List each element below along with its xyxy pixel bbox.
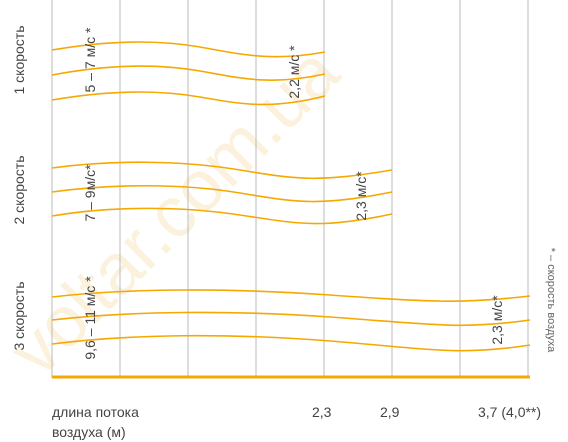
- footnote: * – скорость воздуха: [545, 248, 557, 353]
- x-tick-label: 2,3: [312, 404, 332, 420]
- flow-lines-row-2: [51, 161, 393, 225]
- speed-label-3: 9,6 – 11 м/с *: [82, 276, 98, 360]
- row-label-1: 1 скорость: [11, 25, 27, 94]
- flow-line: [51, 184, 393, 203]
- speed-label-2: 7 – 9м/с*: [82, 164, 98, 222]
- flow-line: [51, 161, 393, 180]
- row-label-2: 2 скорость: [11, 155, 27, 224]
- flow-line: [51, 65, 326, 81]
- grid: [51, 0, 529, 378]
- row-label-3: 3 скорость: [11, 281, 27, 350]
- flow-line: [51, 91, 326, 106]
- x-tick-label: 3,7 (4,0**): [478, 404, 542, 420]
- flow-line: [51, 311, 531, 327]
- x-tick-label: 2,9: [380, 404, 400, 420]
- end-speed-label-2: 2,3 м/с*: [353, 171, 369, 221]
- flow-line: [51, 289, 531, 302]
- x-axis-title-line1: длина потока: [52, 404, 139, 420]
- speed-label-1: 5 – 7 м/с *: [82, 27, 98, 92]
- end-speed-label-3: 2,3 м/с*: [489, 295, 505, 345]
- x-axis-title-line2: воздуха (м): [52, 424, 126, 440]
- end-speed-label-1: 2,2 м/с *: [286, 45, 302, 99]
- flow-line: [51, 41, 326, 58]
- flow-lines-row-3: [51, 289, 531, 352]
- flow-line: [51, 334, 531, 352]
- flow-line: [51, 207, 393, 225]
- flow-lines-row-1: [51, 41, 326, 106]
